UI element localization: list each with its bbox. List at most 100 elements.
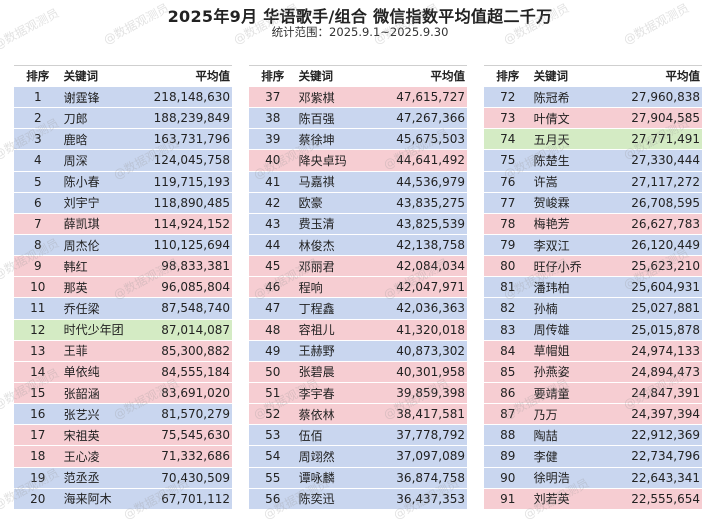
table-row: 77 贺峻霖 26,708,595 <box>484 191 702 213</box>
rank-cell: 48 <box>265 322 281 337</box>
keyword-cell: 韩红 <box>63 259 88 274</box>
table-row: 3 鹿晗 163,731,796 <box>14 128 232 150</box>
keyword-cell: 潘玮柏 <box>533 280 570 295</box>
rank-cell: 56 <box>265 491 281 506</box>
value-cell: 87,014,087 <box>161 322 231 337</box>
value-cell: 81,570,279 <box>161 407 231 422</box>
rank-cell: 49 <box>265 343 281 358</box>
table-row: 78 梅艳芳 26,627,783 <box>484 212 702 234</box>
value-cell: 45,675,503 <box>396 132 466 147</box>
rank-cell: 78 <box>500 216 516 231</box>
rank-cell: 8 <box>33 238 42 253</box>
table-row: 49 王赫野 40,873,302 <box>249 339 467 361</box>
header-value: 平均值 <box>195 69 231 83</box>
table-row: 20 海来阿木 67,701,112 <box>14 487 232 509</box>
table-row: 50 张碧晨 40,301,958 <box>249 360 467 382</box>
value-cell: 70,430,509 <box>161 470 231 485</box>
table-row: 19 范丞丞 70,430,509 <box>14 466 232 488</box>
keyword-cell: 乔任梁 <box>63 301 100 316</box>
keyword-cell: 那英 <box>63 280 88 295</box>
ranking-panel-1: 排序 关键词 平均值 1 谢霆锋 218,148,630 2 刀郎 188,239,849 3 鹿晗… <box>14 65 232 509</box>
keyword-cell: 张艺兴 <box>63 407 100 422</box>
rank-cell: 76 <box>500 174 516 189</box>
rank-cell: 80 <box>500 259 516 274</box>
keyword-cell: 刘宇宁 <box>63 196 100 211</box>
value-cell: 25,015,878 <box>631 322 701 337</box>
keyword-cell: 李宇春 <box>298 386 335 401</box>
rank-cell: 47 <box>265 301 281 316</box>
rank-cell: 91 <box>500 491 516 506</box>
keyword-cell: 乃万 <box>533 407 558 422</box>
table-row: 45 邓丽君 42,084,034 <box>249 255 467 277</box>
value-cell: 26,120,449 <box>631 238 701 253</box>
rank-cell: 83 <box>500 322 516 337</box>
rank-cell: 19 <box>30 470 46 485</box>
page-title: 2025年9月 华语歌手/组合 微信指数平均值超二千万 <box>167 7 553 26</box>
rank-cell: 55 <box>265 470 281 485</box>
value-cell: 71,332,686 <box>161 449 231 464</box>
value-cell: 42,138,758 <box>396 238 466 253</box>
rank-cell: 6 <box>33 195 42 210</box>
value-cell: 27,330,444 <box>631 153 701 168</box>
keyword-cell: 蔡徐坤 <box>298 132 335 147</box>
rank-cell: 40 <box>265 153 281 168</box>
keyword-cell: 陈楚生 <box>533 153 570 168</box>
value-cell: 110,125,694 <box>153 238 231 253</box>
value-cell: 27,117,272 <box>631 174 701 189</box>
table-row: 80 旺仔小乔 25,623,210 <box>484 255 702 277</box>
keyword-cell: 降央卓玛 <box>298 153 347 168</box>
rank-cell: 37 <box>265 90 281 105</box>
value-cell: 42,084,034 <box>396 259 466 274</box>
keyword-cell: 孙楠 <box>533 301 558 316</box>
rank-cell: 51 <box>265 386 281 401</box>
table-row: 51 李宇春 39,859,398 <box>249 381 467 404</box>
rank-cell: 39 <box>265 132 281 147</box>
table-row: 18 王心凌 71,332,686 <box>14 445 232 467</box>
value-cell: 75,545,630 <box>161 428 231 443</box>
value-cell: 83,691,020 <box>161 386 231 401</box>
value-cell: 42,036,363 <box>396 301 466 316</box>
table-row: 52 蔡依林 38,417,581 <box>249 403 467 425</box>
value-cell: 67,701,112 <box>161 491 231 506</box>
header-value: 平均值 <box>430 69 466 83</box>
keyword-cell: 蔡依林 <box>298 407 335 422</box>
value-cell: 43,825,539 <box>396 216 466 231</box>
rank-cell: 13 <box>30 343 46 358</box>
rank-cell: 81 <box>500 280 516 295</box>
keyword-cell: 马嘉祺 <box>298 175 335 190</box>
rank-cell: 11 <box>30 301 46 316</box>
header-keyword: 关键词 <box>298 69 334 83</box>
keyword-cell: 时代少年团 <box>63 323 124 338</box>
value-cell: 163,731,796 <box>153 132 231 147</box>
keyword-cell: 丁程鑫 <box>298 301 335 316</box>
keyword-cell: 张韶涵 <box>63 386 100 401</box>
value-cell: 27,904,585 <box>631 111 701 126</box>
keyword-cell: 邓紫棋 <box>298 90 335 105</box>
rank-cell: 82 <box>500 301 516 316</box>
table-row: 81 潘玮柏 25,604,931 <box>484 276 702 298</box>
value-cell: 22,555,654 <box>631 491 701 506</box>
value-cell: 25,604,931 <box>631 280 701 295</box>
keyword-cell: 周翊然 <box>298 449 335 464</box>
keyword-cell: 刘若英 <box>533 492 570 507</box>
keyword-cell: 费玉清 <box>298 217 335 232</box>
keyword-cell: 范丞丞 <box>63 471 100 486</box>
rank-cell: 41 <box>265 174 281 189</box>
value-cell: 218,148,630 <box>153 90 231 105</box>
table-row: 53 伍佰 37,778,792 <box>249 424 467 446</box>
table-row: 9 韩红 98,833,381 <box>14 255 232 277</box>
table-row: 82 孙楠 25,027,881 <box>484 297 702 319</box>
keyword-cell: 旺仔小乔 <box>533 259 582 274</box>
table-row: 55 谭咏麟 36,874,758 <box>249 466 467 488</box>
value-cell: 24,894,473 <box>631 364 701 379</box>
rank-cell: 50 <box>265 364 281 379</box>
keyword-cell: 陈百强 <box>298 111 335 126</box>
table-row: 76 许嵩 27,117,272 <box>484 170 702 192</box>
value-cell: 40,873,302 <box>396 343 466 358</box>
keyword-cell: 薛凯琪 <box>63 217 100 232</box>
rank-cell: 85 <box>500 364 516 379</box>
rank-cell: 5 <box>33 174 42 189</box>
keyword-cell: 海来阿木 <box>63 492 112 507</box>
rank-cell: 87 <box>500 407 516 422</box>
value-cell: 96,085,804 <box>161 280 231 295</box>
